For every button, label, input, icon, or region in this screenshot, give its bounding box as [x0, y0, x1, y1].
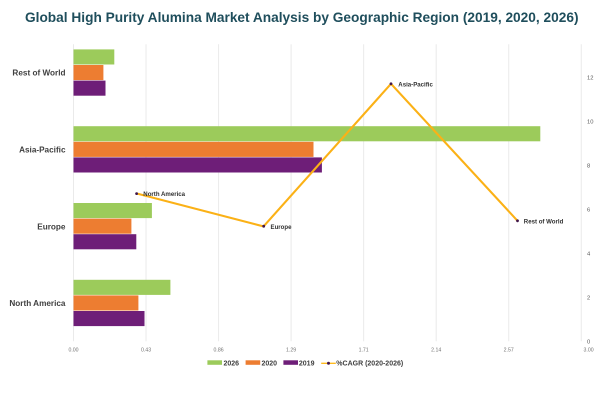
svg-text:6: 6	[587, 207, 590, 213]
svg-text:2020: 2020	[262, 360, 278, 367]
svg-text:0.86: 0.86	[214, 348, 224, 354]
svg-text:10: 10	[587, 119, 593, 125]
svg-text:North America: North America	[143, 191, 185, 198]
svg-text:Europe: Europe	[271, 224, 293, 231]
svg-text:0.00: 0.00	[68, 348, 78, 354]
svg-text:%CAGR (2020-2026): %CAGR (2020-2026)	[336, 360, 403, 367]
svg-text:12: 12	[587, 75, 593, 81]
svg-text:4: 4	[587, 251, 591, 257]
svg-text:1.71: 1.71	[359, 348, 369, 354]
svg-text:1.29: 1.29	[286, 348, 296, 354]
svg-text:2.14: 2.14	[431, 348, 441, 354]
svg-text:Europe: Europe	[37, 222, 66, 231]
svg-text:2.57: 2.57	[504, 348, 514, 354]
svg-text:Rest of World: Rest of World	[12, 69, 65, 78]
svg-text:0: 0	[587, 339, 590, 345]
svg-text:2: 2	[587, 295, 590, 301]
svg-text:Global High Purity Alumina Mar: Global High Purity Alumina Market Analys…	[25, 10, 579, 25]
svg-text:3.00: 3.00	[584, 348, 594, 354]
svg-text:0.43: 0.43	[141, 348, 151, 354]
svg-text:Asia-Pacific: Asia-Pacific	[398, 82, 433, 89]
svg-text:Asia-Pacific: Asia-Pacific	[19, 145, 66, 154]
svg-text:2019: 2019	[299, 360, 315, 367]
svg-text:2026: 2026	[224, 360, 240, 367]
svg-text:Rest of World: Rest of World	[524, 219, 564, 226]
svg-text:North America: North America	[9, 299, 66, 308]
svg-text:8: 8	[587, 163, 590, 169]
